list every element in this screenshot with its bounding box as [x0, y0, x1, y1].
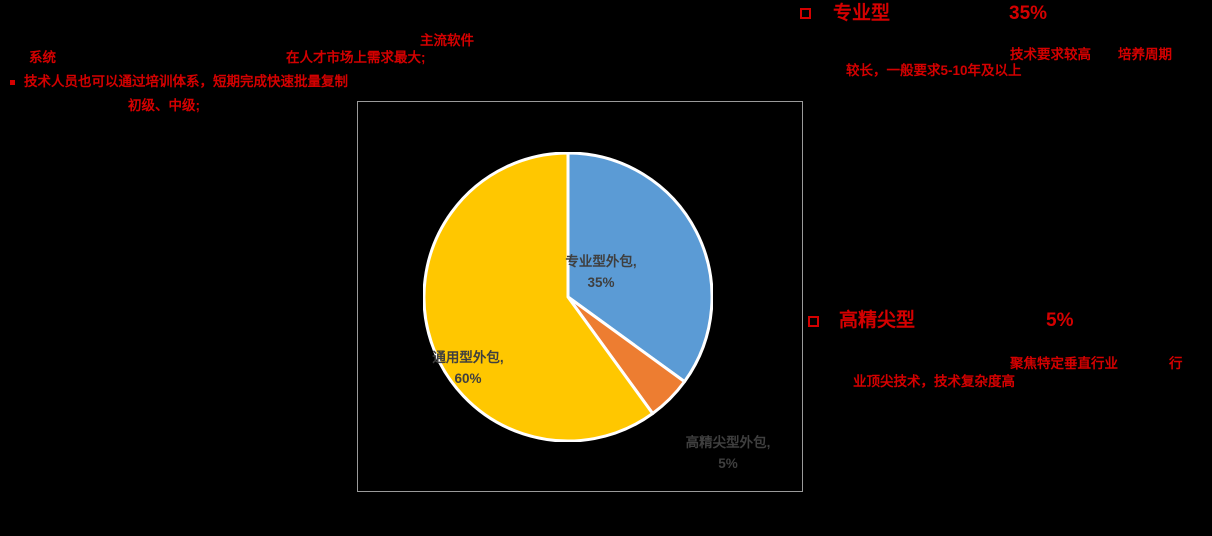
pie-label-professional: 专业型外包, 35% — [565, 252, 636, 294]
pie-label-general-percent: 60% — [454, 370, 482, 386]
pie-graphic — [423, 152, 713, 442]
pie-label-highend-name: 高精尖型外包, — [685, 435, 771, 450]
annotation-training-replication: 技术人员也可以通过培训体系，短期完成快速批量复制 — [24, 74, 348, 89]
annotation-highend-desc-3: 业顶尖技术，技术复杂度高 — [853, 374, 1015, 389]
annotation-main-software: 主流软件 — [420, 33, 474, 48]
pie-chart-container: 专业型外包, 35% 通用型外包, 60% 高精尖型外包, 5% — [357, 101, 803, 492]
pie-svg — [423, 152, 713, 442]
pie-label-highend-percent: 5% — [718, 455, 738, 471]
annotation-highend-desc-2: 行 — [1169, 356, 1183, 371]
bullet-square-icon — [10, 80, 15, 85]
annotation-highend-heading: 高精尖型 — [839, 310, 916, 331]
square-outline-icon-professional — [800, 8, 811, 19]
pie-label-general-name: 通用型外包, — [432, 350, 504, 365]
pie-label-general: 通用型外包, 60% — [432, 348, 503, 390]
annotation-levels: 初级、中级; — [128, 98, 200, 113]
annotation-professional-desc-3: 较长，一般要求5-10年及以上 — [846, 63, 1022, 78]
pie-slice-2[interactable] — [423, 152, 655, 442]
square-outline-icon-highend — [808, 316, 819, 327]
pie-label-professional-name: 专业型外包, — [565, 254, 637, 269]
pie-label-professional-percent: 35% — [587, 274, 615, 290]
annotation-professional-desc-1: 技术要求较高 — [1010, 47, 1091, 62]
annotation-professional-heading: 专业型 — [833, 3, 891, 24]
annotation-professional-value: 35% — [1009, 3, 1048, 24]
annotation-highend-value: 5% — [1046, 310, 1074, 331]
annotation-highend-desc-1: 聚焦特定垂直行业 — [1010, 356, 1118, 371]
annotation-system-label: 系统 — [29, 50, 56, 65]
annotation-professional-desc-2: 培养周期 — [1118, 47, 1172, 62]
annotation-market-demand: 在人才市场上需求最大; — [286, 50, 426, 65]
pie-label-highend: 高精尖型外包, 5% — [686, 433, 771, 475]
pie-slice-0[interactable] — [566, 152, 713, 384]
